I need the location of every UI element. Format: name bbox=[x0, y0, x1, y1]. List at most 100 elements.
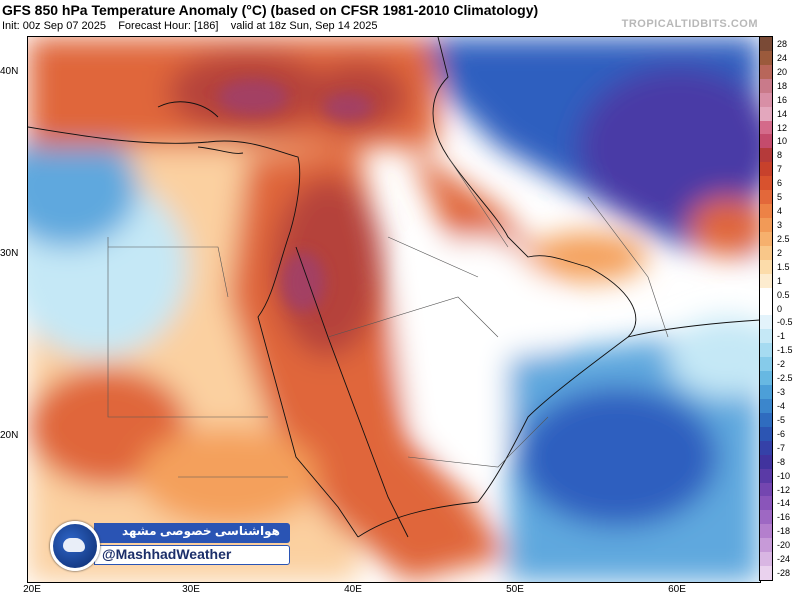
colorbar-segment bbox=[760, 426, 772, 442]
colorbar-segment bbox=[760, 37, 772, 52]
colorbar-tick-label: 12 bbox=[777, 122, 788, 133]
colorbar-segment bbox=[760, 231, 772, 247]
colorbar-segment bbox=[760, 412, 772, 428]
colorbar-segment bbox=[760, 204, 772, 219]
cold-core-arabian-sea bbox=[518, 387, 718, 527]
map-subtitle: Init: 00z Sep 07 2025 Forecast Hour: [18… bbox=[2, 20, 378, 32]
very-cold-core bbox=[578, 67, 760, 227]
colorbar-tick-label: -6 bbox=[777, 428, 786, 439]
colorbar-tick-label: -18 bbox=[777, 526, 791, 537]
colorbar-tick-label: -10 bbox=[777, 470, 791, 481]
colorbar-segment bbox=[760, 176, 772, 191]
colorbar-tick-label: -3 bbox=[777, 387, 786, 398]
colorbar-tick-label: 10 bbox=[777, 136, 788, 147]
colorbar-segment bbox=[760, 482, 772, 497]
colorbar-tick-label: 5 bbox=[777, 192, 783, 203]
colorbar-segment bbox=[760, 245, 772, 261]
lon-label-60e: 60E bbox=[668, 584, 686, 595]
colorbar-tick-label: 16 bbox=[777, 94, 788, 105]
colorbar-segment bbox=[760, 259, 772, 275]
colorbar-tick-label: 4 bbox=[777, 206, 783, 217]
colorbar-segment bbox=[760, 218, 772, 233]
colorbar-tick-label: -2 bbox=[777, 359, 786, 370]
warm-patch-gulf bbox=[528, 232, 648, 282]
lon-label-50e: 50E bbox=[506, 584, 524, 595]
colorbar-segment bbox=[760, 566, 772, 581]
colorbar-tick-label: 1.5 bbox=[777, 261, 790, 272]
lat-label-30n: 30N bbox=[0, 248, 19, 259]
country-borders bbox=[107, 156, 669, 478]
colorbar-segment bbox=[760, 287, 772, 303]
colorbar-segment bbox=[760, 385, 772, 400]
cool-field-med bbox=[28, 127, 138, 247]
colorbar-segment bbox=[760, 496, 772, 511]
extreme-core-1 bbox=[218, 79, 288, 115]
forecast-hour: Forecast Hour: [186] bbox=[118, 20, 219, 32]
colorbar-tick-label: -16 bbox=[777, 512, 791, 523]
colorbar-tick-label: -20 bbox=[777, 540, 791, 551]
colorbar-segment bbox=[760, 134, 772, 149]
lon-label-30e: 30E bbox=[182, 584, 200, 595]
colorbar-segment bbox=[760, 510, 772, 525]
colorbar-tick-label: -4 bbox=[777, 400, 786, 411]
extreme-core-2 bbox=[323, 93, 373, 121]
colorbar-segment bbox=[760, 357, 772, 372]
colorbar-segment bbox=[760, 343, 772, 358]
colorbar-segment bbox=[760, 273, 772, 289]
watermark: هواشناسی خصوصی مشهد @MashhadWeather bbox=[50, 521, 290, 579]
colorbar-segment bbox=[760, 162, 772, 177]
colorbar-segment bbox=[760, 78, 772, 94]
colorbar-segment bbox=[760, 552, 772, 567]
lat-label-40n: 40N bbox=[0, 66, 19, 77]
colorbar-tick-label: -12 bbox=[777, 484, 791, 495]
colorbar-segment bbox=[760, 329, 772, 344]
colorbar-segment bbox=[760, 538, 772, 553]
colorbar-tick-label: -28 bbox=[777, 568, 791, 579]
colorbar-tick-label: 7 bbox=[777, 164, 783, 175]
colorbar-segment bbox=[760, 50, 772, 66]
colorbar-tick-label: 14 bbox=[777, 108, 788, 119]
colorbar-tick-label: -2.5 bbox=[777, 373, 793, 384]
colorbar-segment bbox=[760, 454, 772, 470]
colorbar-tick-label: 24 bbox=[777, 52, 788, 63]
colorbar-segment bbox=[760, 524, 772, 539]
anomaly-map bbox=[27, 36, 761, 583]
colorbar-tick-label: 18 bbox=[777, 80, 788, 91]
colorbar-segment bbox=[760, 399, 772, 414]
lon-label-20e: 20E bbox=[23, 584, 41, 595]
colorbar-tick-label: 8 bbox=[777, 150, 783, 161]
colorbar-segment bbox=[760, 92, 772, 108]
colorbar-segment bbox=[760, 148, 772, 163]
colorbar-tick-label: -7 bbox=[777, 442, 786, 453]
colorbar bbox=[759, 36, 773, 581]
colorbar-tick-label: -1.5 bbox=[777, 345, 793, 356]
colorbar-segment bbox=[760, 301, 772, 316]
colorbar-tick-label: 28 bbox=[777, 38, 788, 49]
lon-label-40e: 40E bbox=[344, 584, 362, 595]
colorbar-segment bbox=[760, 468, 772, 484]
colorbar-tick-label: -14 bbox=[777, 498, 791, 509]
colorbar-segment bbox=[760, 190, 772, 205]
cool-field-pakistan bbox=[668, 317, 760, 397]
watermark-banner bbox=[94, 523, 290, 543]
colorbar-tick-label: -24 bbox=[777, 554, 791, 565]
colorbar-tick-label: -8 bbox=[777, 456, 786, 467]
colorbar-tick-label: 2 bbox=[777, 247, 783, 258]
lat-label-20n: 20N bbox=[0, 430, 19, 441]
extreme-core-3 bbox=[281, 252, 325, 312]
init-time: Init: 00z Sep 07 2025 bbox=[2, 20, 106, 32]
colorbar-segment bbox=[760, 315, 772, 330]
colorbar-tick-label: 6 bbox=[777, 178, 783, 189]
watermark-persian-text: هواشناسی خصوصی مشهد bbox=[122, 524, 280, 538]
colorbar-segment bbox=[760, 371, 772, 386]
colorbar-tick-label: 1 bbox=[777, 275, 783, 286]
colorbar-segment bbox=[760, 440, 772, 456]
map-title: GFS 850 hPa Temperature Anomaly (°C) (ba… bbox=[2, 2, 539, 18]
valid-time: valid at 18z Sun, Sep 14 2025 bbox=[230, 20, 378, 32]
colorbar-tick-label: 0 bbox=[777, 303, 783, 314]
hot-core-levant bbox=[273, 177, 383, 357]
colorbar-tick-label: -0.5 bbox=[777, 317, 793, 328]
colorbar-tick-label: 0.5 bbox=[777, 289, 790, 300]
colorbar-segment bbox=[760, 106, 772, 122]
watermark-handle: @MashhadWeather bbox=[102, 546, 232, 562]
